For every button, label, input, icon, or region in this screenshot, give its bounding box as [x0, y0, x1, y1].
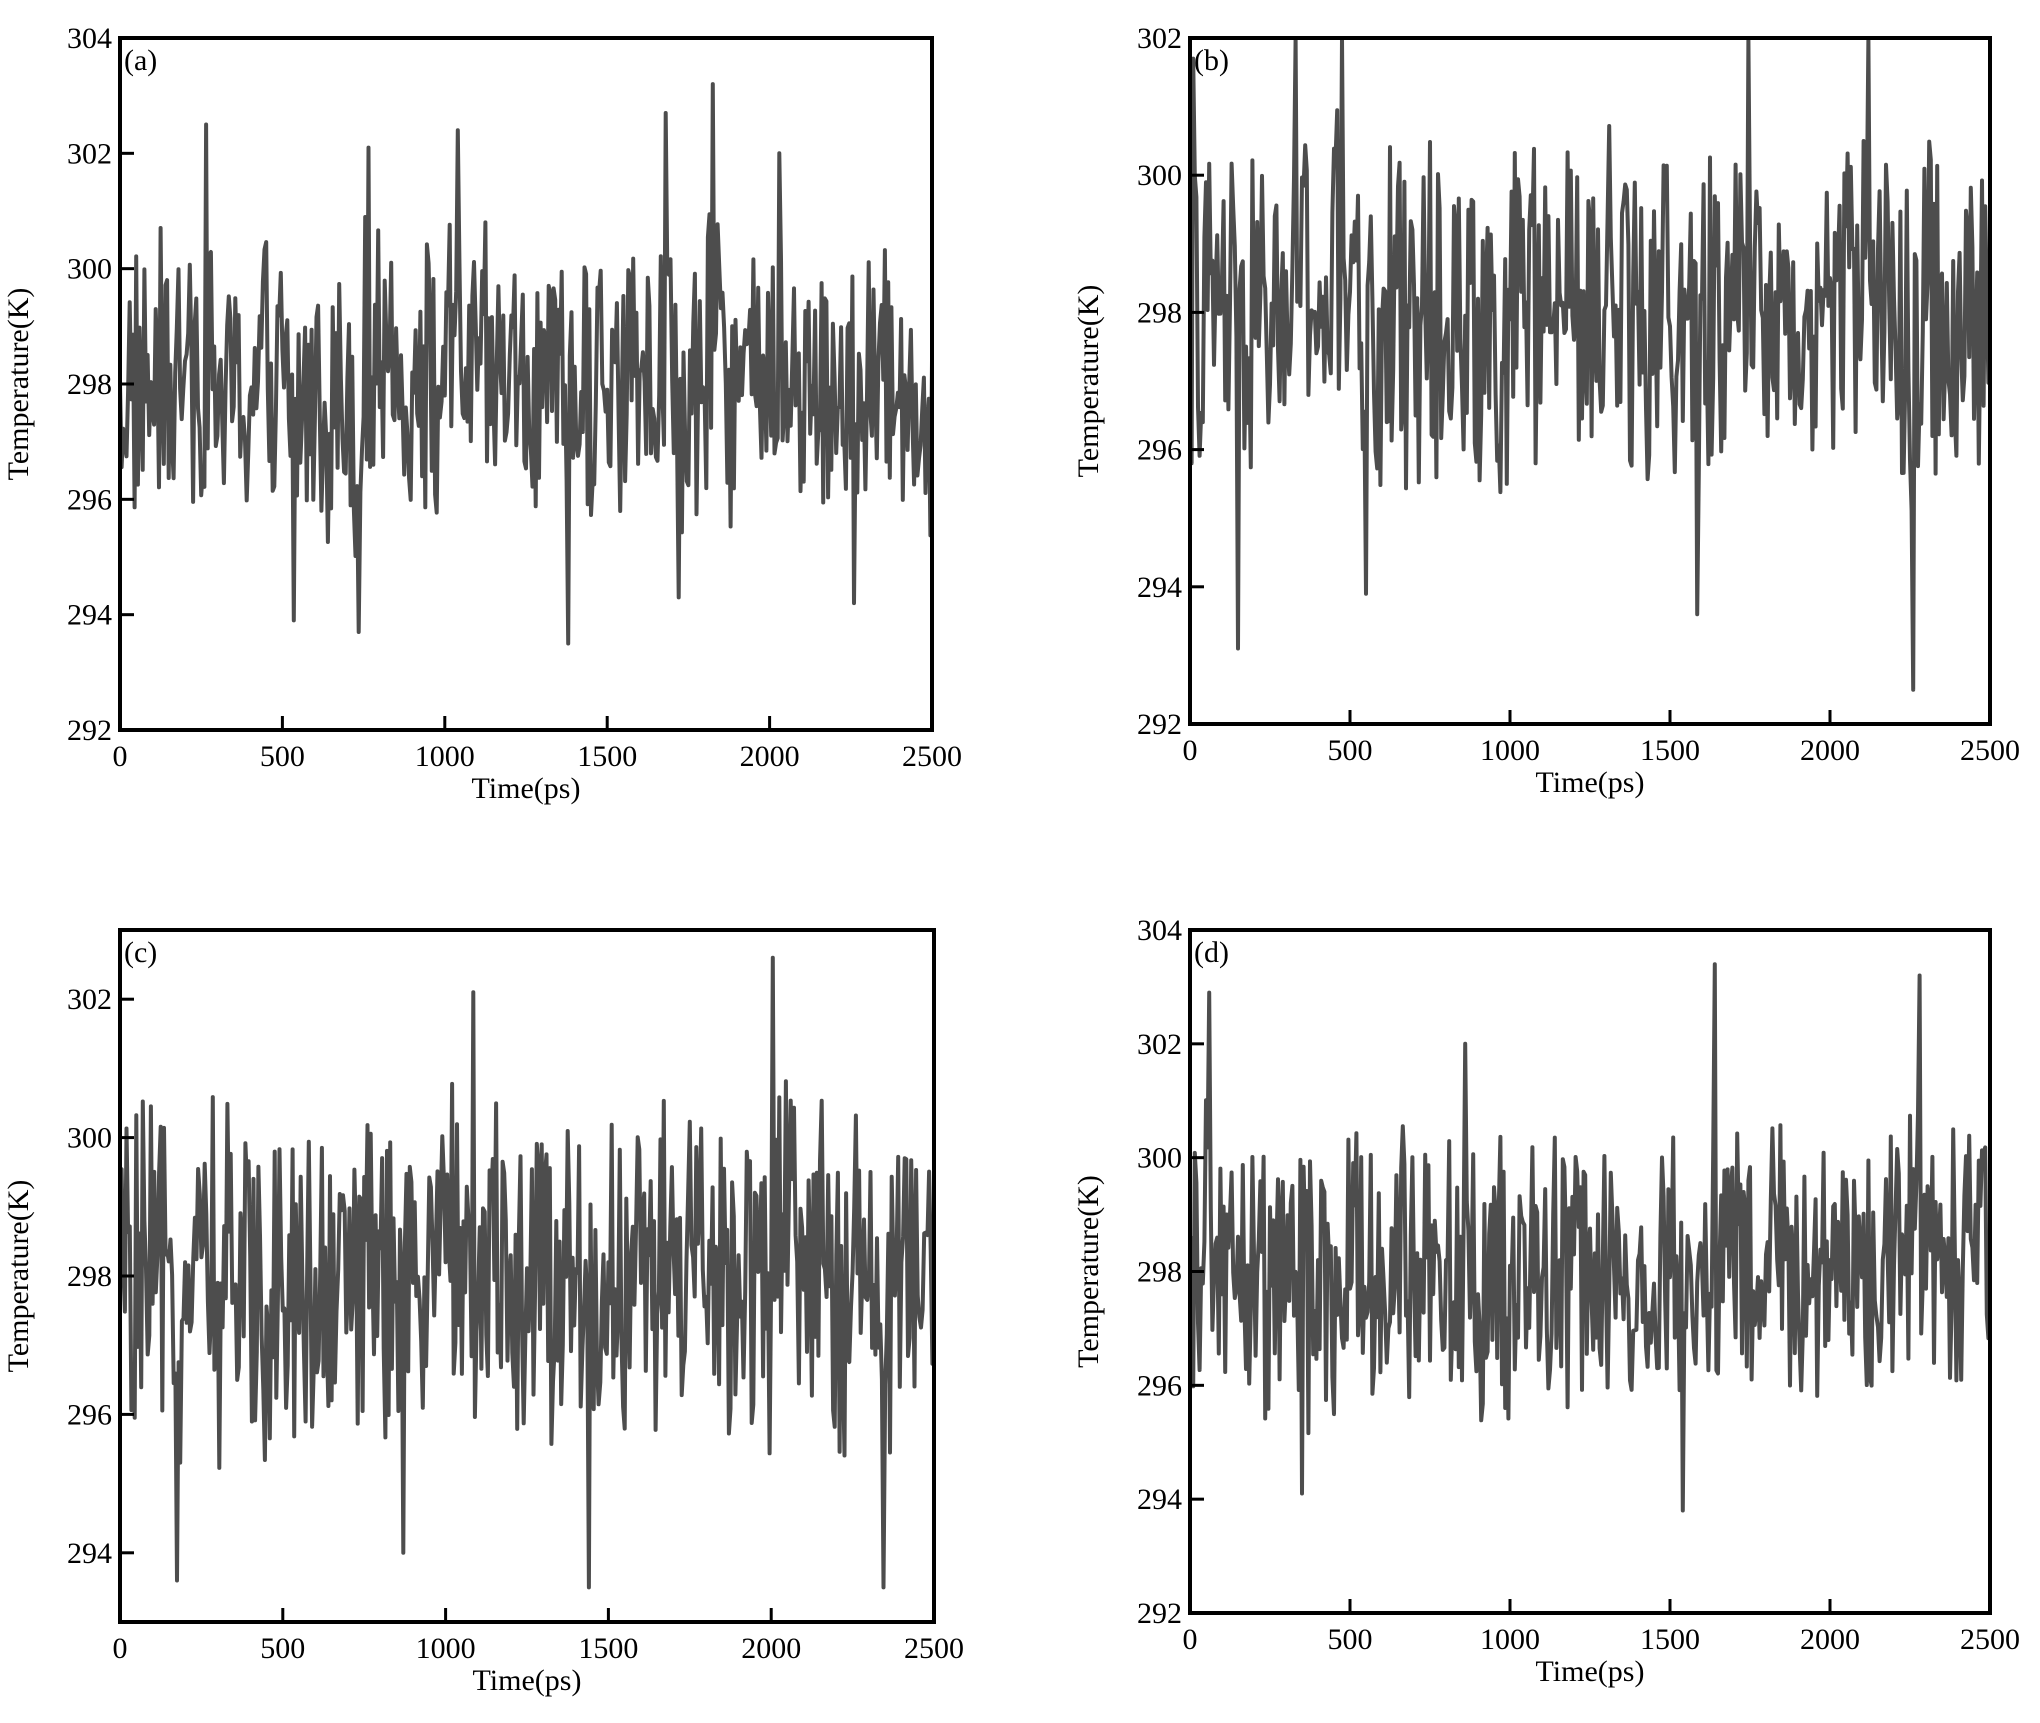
- x-tick-label: 2000: [1800, 1623, 1860, 1656]
- x-tick-label: 0: [1183, 1623, 1198, 1656]
- x-tick-label: 500: [1328, 734, 1373, 767]
- series-line-3: [120, 955, 934, 1590]
- panel-label: (d): [1194, 936, 1229, 969]
- y-tick-label: 298: [67, 368, 112, 401]
- y-tick-label: 294: [1137, 571, 1182, 604]
- chart-panel-2: 0 500 1000 1500 2000 2500 292 294 296 298 300 302 (b…: [1072, 22, 2020, 799]
- chart-panel-4: 0 500 1000 1500 2000 2500 292 294 296 298 300 302 30…: [1072, 914, 2020, 1688]
- x-tick-label: 1000: [1480, 734, 1540, 767]
- x-tick-label: 500: [1328, 1623, 1373, 1656]
- y-tick-label: 300: [1137, 159, 1182, 192]
- y-tick-label: 296: [67, 483, 112, 516]
- x-tick-label: 1000: [1480, 1623, 1540, 1656]
- y-tick-label: 302: [1137, 1028, 1182, 1061]
- x-tick-label: 0: [113, 740, 128, 773]
- y-axis-title: Temperature(K): [2, 288, 35, 481]
- y-tick-label: 302: [67, 137, 112, 170]
- y-axis-title: Temperature(K): [2, 1180, 35, 1373]
- y-tick-label: 300: [67, 1122, 112, 1155]
- x-tick-label: 0: [1183, 734, 1198, 767]
- x-tick-label: 2500: [1960, 734, 2020, 767]
- x-tick-label: 2500: [904, 1632, 964, 1665]
- panel-label: (c): [124, 936, 157, 969]
- x-axis-title: Time(ps): [1536, 1655, 1645, 1688]
- y-tick-label: 294: [67, 599, 112, 632]
- y-axis-title: Temperature(K): [1072, 1175, 1105, 1368]
- y-tick-label: 292: [1137, 1597, 1182, 1630]
- x-axis-title: Time(ps): [473, 1664, 582, 1697]
- plot-frame: [1188, 36, 1992, 726]
- x-tick-label: 2000: [741, 1632, 801, 1665]
- x-tick-label: 1500: [577, 740, 637, 773]
- y-tick-label: 298: [1137, 296, 1182, 329]
- x-tick-label: 1500: [578, 1632, 638, 1665]
- x-tick-label: 1500: [1640, 734, 1700, 767]
- panel-label: (a): [124, 44, 157, 77]
- x-tick-label: 1500: [1640, 1623, 1700, 1656]
- y-tick-label: 294: [67, 1537, 112, 1570]
- y-tick-label: 300: [1137, 1142, 1182, 1175]
- chart-panel-1: 0 500 1000 1500 2000 2500 292 294 296 298 300 302 30…: [2, 22, 962, 805]
- x-tick-label: 1000: [416, 1632, 476, 1665]
- y-tick-label: 300: [67, 253, 112, 286]
- x-axis-title: Time(ps): [1536, 766, 1645, 799]
- x-tick-label: 2000: [740, 740, 800, 773]
- x-tick-label: 2000: [1800, 734, 1860, 767]
- y-tick-label: 304: [67, 22, 112, 55]
- chart-panel-3: 0 500 1000 1500 2000 2500 294 296 298 300 302 (c) Ti…: [2, 928, 964, 1697]
- y-tick-label: 292: [1137, 708, 1182, 741]
- y-tick-label: 294: [1137, 1483, 1182, 1516]
- x-tick-label: 2500: [1960, 1623, 2020, 1656]
- y-tick-label: 296: [67, 1398, 112, 1431]
- y-tick-label: 296: [1137, 1369, 1182, 1402]
- y-tick-label: 302: [67, 983, 112, 1016]
- y-tick-label: 296: [1137, 434, 1182, 467]
- series-line-4: [1190, 962, 1990, 1513]
- y-tick-label: 302: [1137, 22, 1182, 55]
- y-axis-title: Temperature(K): [1072, 285, 1105, 478]
- y-tick-label: 298: [1137, 1256, 1182, 1289]
- y-tick-label: 304: [1137, 914, 1182, 947]
- x-axis-title: Time(ps): [472, 772, 581, 805]
- series-line-1: [120, 82, 932, 646]
- x-tick-label: 500: [260, 740, 305, 773]
- panel-label: (b): [1194, 44, 1229, 77]
- x-tick-label: 1000: [415, 740, 475, 773]
- y-tick-label: 292: [67, 714, 112, 747]
- x-tick-label: 2500: [902, 740, 962, 773]
- y-tick-label: 298: [67, 1260, 112, 1293]
- x-tick-label: 500: [260, 1632, 305, 1665]
- series-line-2: [1190, 38, 1990, 692]
- x-tick-label: 0: [113, 1632, 128, 1665]
